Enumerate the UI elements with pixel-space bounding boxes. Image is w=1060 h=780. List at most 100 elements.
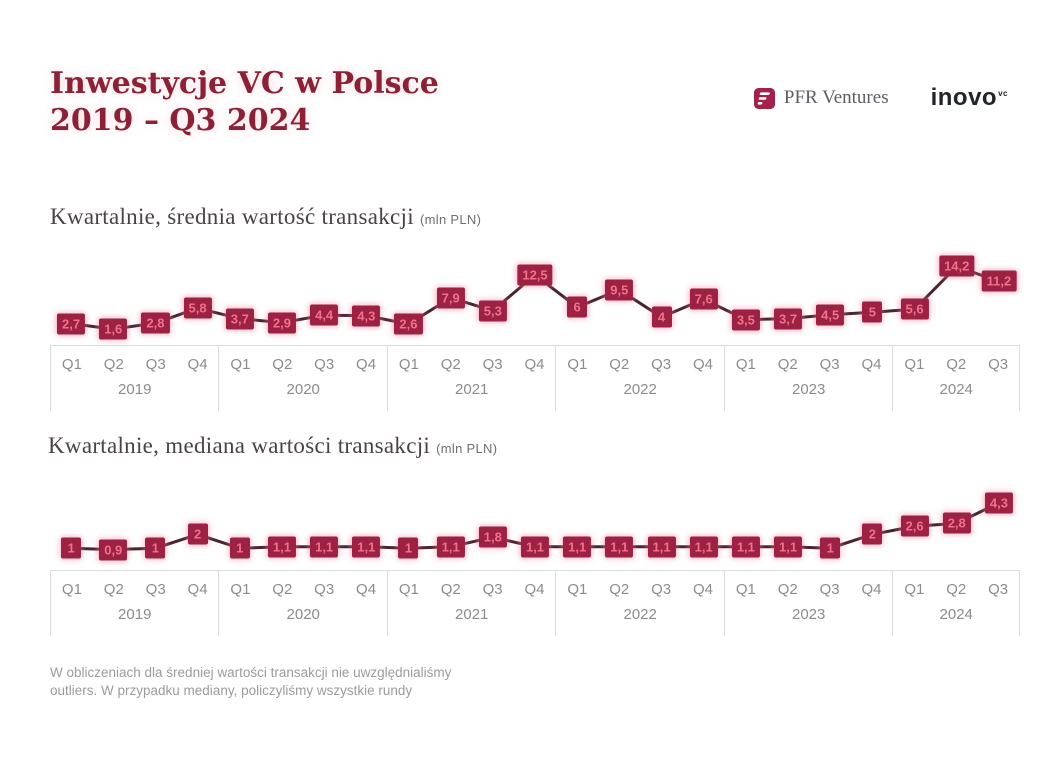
data-point-label: 2,8 <box>141 312 170 334</box>
data-point-label: 1,8 <box>478 526 507 548</box>
pfr-logo-label: PFR Ventures <box>783 87 889 108</box>
quarter-row: Q1 Q2 Q3 Q4 <box>556 571 723 598</box>
year-label: 2020 <box>286 606 320 623</box>
median-chart-plot: 1 0,9 1 2 1 1,1 1,1 1,1 1 1,1 1,8 1,1 1,1 1,1 1,1 1,1 1,… <box>50 472 1020 570</box>
data-point-label: 4,4 <box>310 304 339 326</box>
quarter-label: Q3 <box>482 581 503 598</box>
quarter-label: Q2 <box>946 356 967 373</box>
data-point-label: 4,3 <box>984 492 1013 514</box>
quarter-label: Q1 <box>567 356 588 373</box>
logo-bar: PFR Ventures inovovc <box>753 84 1008 112</box>
data-point-label: 3,7 <box>225 308 254 330</box>
year-label: 2019 <box>118 381 152 398</box>
quarter-label: Q1 <box>398 581 419 598</box>
year-group: Q1 Q2 Q3 Q4 2020 <box>218 346 386 411</box>
data-point-label: 1,1 <box>520 536 550 558</box>
quarter-label: Q4 <box>356 581 377 598</box>
quarter-label: Q1 <box>61 581 82 598</box>
quarter-label: Q4 <box>861 356 882 373</box>
quarter-row: Q1 Q2 Q3 <box>893 346 1019 373</box>
average-chart-unit: (mln PLN) <box>420 212 482 227</box>
pfr-logo-icon <box>753 87 775 109</box>
data-point-label: 1 <box>820 537 841 559</box>
quarter-label: Q4 <box>693 581 714 598</box>
data-point-label: 1 <box>229 537 250 559</box>
quarter-label: Q4 <box>187 356 208 373</box>
quarter-label: Q4 <box>524 356 545 373</box>
quarter-label: Q3 <box>819 356 840 373</box>
quarter-label: Q3 <box>482 356 503 373</box>
quarter-label: Q2 <box>777 581 798 598</box>
data-point-label: 5 <box>862 301 883 323</box>
data-point-label: 3,7 <box>773 308 803 330</box>
data-point-label: 2,9 <box>267 312 296 334</box>
quarter-label: Q2 <box>609 581 630 598</box>
quarter-label: Q2 <box>440 356 461 373</box>
average-chart-title: Kwartalnie, średnia wartość transakcji (… <box>50 204 481 230</box>
quarter-label: Q1 <box>904 581 925 598</box>
quarter-label: Q1 <box>904 356 925 373</box>
data-point-label: 1,1 <box>436 536 465 558</box>
quarter-label: Q4 <box>693 356 714 373</box>
year-label: 2023 <box>791 606 826 623</box>
data-point-label: 9,5 <box>605 279 634 301</box>
quarter-label: Q3 <box>145 581 166 598</box>
pfr-ventures-logo: PFR Ventures <box>753 87 889 109</box>
quarter-row: Q1 Q2 Q3 Q4 <box>725 571 892 598</box>
quarter-label: Q1 <box>398 356 419 373</box>
year-group: Q1 Q2 Q3 Q4 2022 <box>555 346 723 411</box>
quarter-row: Q1 Q2 Q3 Q4 <box>51 346 218 373</box>
data-point-label: 7,9 <box>436 287 465 309</box>
quarter-label: Q1 <box>735 581 756 598</box>
inovo-logo-label: inovo <box>930 84 998 111</box>
data-point-label: 1,1 <box>689 536 718 558</box>
year-label: 2022 <box>623 381 657 398</box>
quarter-label: Q4 <box>861 581 882 598</box>
data-point-label: 2 <box>862 523 883 545</box>
quarter-label: Q2 <box>272 581 293 598</box>
inovo-logo: inovovc <box>931 84 1008 112</box>
data-point-label: 7,6 <box>689 288 718 310</box>
year-group: Q1 Q2 Q3 2024 <box>892 571 1021 636</box>
quarter-label: Q3 <box>988 581 1009 598</box>
footnote: W obliczeniach dla średniej wartości tra… <box>50 665 452 698</box>
year-label: 2021 <box>455 606 489 623</box>
quarter-label: Q1 <box>230 356 251 373</box>
data-point-label: 1,1 <box>267 536 296 558</box>
quarter-label: Q1 <box>61 356 82 373</box>
data-point-label: 1,1 <box>310 536 339 558</box>
quarter-label: Q2 <box>103 356 124 373</box>
data-point-label: 2 <box>187 523 208 545</box>
data-point-label: 12,5 <box>517 264 553 286</box>
year-group: Q1 Q2 Q3 Q4 2023 <box>723 346 892 411</box>
year-group: Q1 Q2 Q3 Q4 2021 <box>386 571 555 636</box>
data-point-label: 11,2 <box>981 270 1017 292</box>
quarter-row: Q1 Q2 Q3 Q4 <box>388 571 555 598</box>
year-group: Q1 Q2 Q3 Q4 2023 <box>723 571 892 636</box>
year-label: 2019 <box>118 606 152 623</box>
quarter-label: Q3 <box>651 581 672 598</box>
quarter-label: Q4 <box>524 581 545 598</box>
quarter-label: Q2 <box>272 356 293 373</box>
year-label: 2020 <box>286 381 320 398</box>
data-point-label: 1,1 <box>605 536 634 558</box>
data-point-label: 5,6 <box>900 298 929 320</box>
data-point-label: 1,1 <box>352 536 381 558</box>
quarter-label: Q3 <box>819 581 840 598</box>
trend-line <box>70 265 1000 331</box>
quarter-label: Q3 <box>145 356 166 373</box>
quarter-label: Q3 <box>988 356 1009 373</box>
quarter-label: Q3 <box>314 581 335 598</box>
quarter-row: Q1 Q2 Q3 <box>893 571 1019 598</box>
quarter-label: Q1 <box>567 581 588 598</box>
year-group: Q1 Q2 Q3 Q4 2019 <box>50 571 218 636</box>
year-label: 2022 <box>623 606 657 623</box>
page-title-line1: Inwestycje VC w Polsce <box>50 66 439 101</box>
data-point-label: 1,1 <box>647 536 676 558</box>
page-title: Inwestycje VC w Polsce 2019 – Q3 2024 <box>50 66 439 139</box>
median-chart-title: Kwartalnie, mediana wartości transakcji … <box>48 433 497 459</box>
year-label: 2024 <box>939 606 973 623</box>
data-point-label: 2,6 <box>394 313 423 335</box>
median-chart-axis: Q1 Q2 Q3 Q4 2019 Q1 Q2 Q3 Q4 2020 Q1 Q2 Q3 Q4 2021 Q1 Q2… <box>50 570 1021 636</box>
data-point-label: 1,1 <box>773 536 803 558</box>
